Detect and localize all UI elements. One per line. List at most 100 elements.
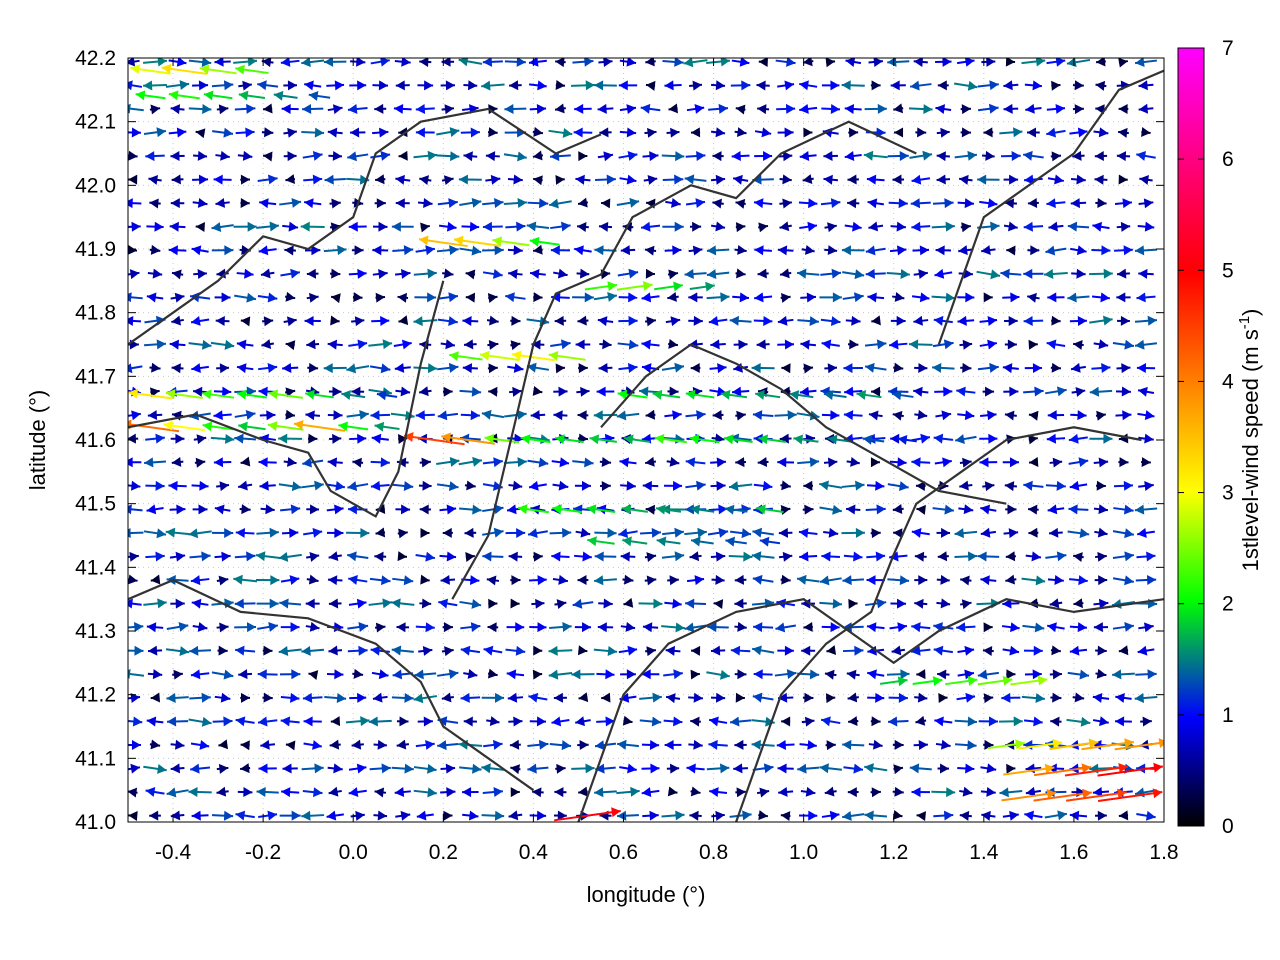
wind-vector-head	[167, 716, 177, 727]
wind-vector-head	[1028, 339, 1038, 350]
wind-vector-head	[1118, 433, 1129, 444]
wind-vector-head	[558, 480, 569, 491]
wind-vector-head	[401, 339, 412, 350]
wind-vector	[823, 150, 839, 161]
wind-vector-head	[421, 598, 432, 609]
wind-vector	[1046, 198, 1066, 209]
wind-vector	[841, 245, 865, 256]
wind-vector-head	[422, 480, 432, 491]
wind-vector-head	[278, 551, 289, 562]
wind-vector-head	[871, 528, 881, 539]
wind-vector-head	[982, 645, 993, 656]
wind-vector	[914, 598, 928, 609]
wind-vector-head	[533, 292, 543, 303]
wind-vector-head	[1122, 198, 1132, 209]
wind-vector-head	[710, 645, 721, 656]
wind-vector-head	[330, 222, 341, 233]
wind-vector	[214, 551, 231, 562]
wind-vector-head	[1052, 692, 1062, 703]
wind-vector-head	[586, 504, 597, 515]
wind-vector	[1072, 80, 1084, 91]
wind-vector	[617, 268, 639, 279]
wind-vector-head	[675, 622, 685, 633]
wind-vector	[956, 622, 976, 633]
wind-vector-head	[380, 457, 390, 468]
wind-vector	[1116, 151, 1131, 162]
wind-vector-head	[263, 151, 273, 162]
wind-vector	[233, 574, 258, 585]
wind-vector-head	[784, 80, 795, 91]
wind-vector-head	[967, 675, 978, 686]
wind-vector-head	[1144, 433, 1154, 444]
wind-vector	[346, 528, 370, 538]
wind-vector	[891, 645, 906, 656]
wind-vector	[459, 763, 482, 774]
wind-vector-head	[618, 528, 629, 539]
wind-vector	[279, 669, 301, 680]
wind-vector-head	[964, 645, 975, 656]
wind-vector-head	[579, 740, 589, 751]
wind-vector	[149, 198, 161, 209]
wind-vector-head	[548, 669, 559, 680]
wind-vector-head	[736, 127, 747, 138]
wind-vector	[188, 528, 212, 539]
wind-vector	[1136, 150, 1156, 161]
wind-vector-head	[163, 420, 174, 431]
wind-vector	[824, 786, 837, 797]
wind-vector	[551, 716, 570, 727]
wind-vector-head	[401, 268, 411, 279]
wind-vector	[441, 646, 454, 657]
wind-vector-head	[1077, 315, 1087, 326]
wind-vector	[866, 622, 885, 633]
wind-vector-head	[533, 551, 543, 562]
wind-vector	[618, 528, 638, 539]
wind-vector	[578, 151, 588, 162]
wind-vector	[913, 386, 929, 397]
wind-vector	[933, 645, 953, 656]
wind-vector	[1022, 150, 1044, 161]
wind-vector	[937, 763, 950, 774]
wind-vector-head	[1118, 103, 1128, 114]
wind-vector	[234, 598, 256, 609]
wind-vector-head	[449, 127, 460, 137]
wind-vector	[436, 456, 460, 467]
wind-vector-head	[225, 433, 235, 444]
wind-vector	[712, 409, 724, 420]
wind-vector	[801, 716, 815, 727]
wind-vector-head	[258, 386, 268, 397]
wind-vector-head	[1037, 675, 1048, 686]
wind-vector-head	[960, 575, 970, 586]
wind-vector	[959, 810, 972, 821]
wind-vector-head	[985, 386, 995, 397]
wind-vector	[758, 434, 786, 445]
wind-vector-head	[360, 528, 370, 538]
wind-vector-head	[1123, 504, 1134, 515]
wind-vector	[465, 269, 476, 280]
wind-vector	[527, 457, 549, 468]
wind-vector-head	[718, 504, 728, 515]
wind-vector-head	[936, 151, 946, 162]
wind-vector-head	[1023, 221, 1033, 232]
wind-vector	[645, 58, 656, 67]
wind-vector	[911, 457, 931, 468]
wind-vector-head	[324, 58, 334, 67]
wind-vector-head	[1002, 598, 1012, 609]
wind-vector	[460, 692, 481, 703]
wind-vector-head	[871, 386, 881, 397]
wind-vector	[147, 645, 163, 656]
wind-vector-head	[1056, 551, 1067, 562]
wind-vector-head	[645, 268, 655, 279]
wind-vector-head	[305, 410, 315, 421]
wind-vector	[327, 127, 343, 138]
wind-vector-head	[348, 575, 358, 585]
x-axis-label: longitude (°)	[587, 882, 706, 907]
wind-vector	[532, 669, 543, 680]
wind-vector	[731, 58, 750, 67]
wind-vector-head	[173, 669, 183, 680]
wind-vector	[195, 128, 206, 139]
wind-vector-head	[191, 598, 202, 609]
wind-vector-head	[752, 410, 763, 421]
wind-vector	[351, 739, 364, 750]
wind-vector-head	[442, 527, 452, 538]
wind-vector	[169, 339, 186, 350]
